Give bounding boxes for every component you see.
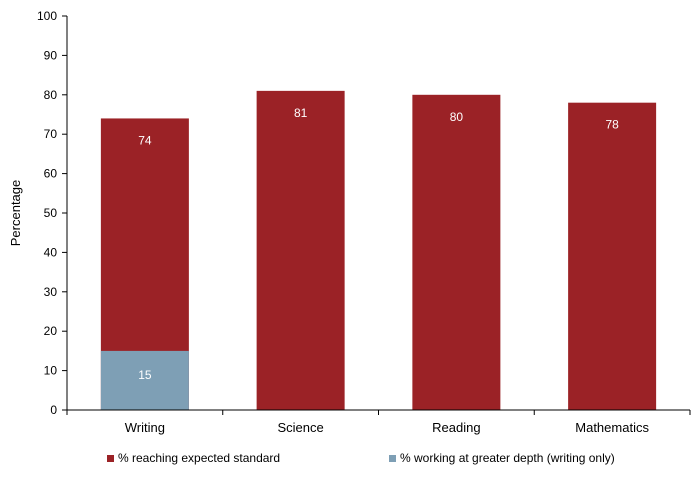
- bar-reading-expected: [412, 94, 501, 411]
- y-axis-title: Percentage: [8, 180, 23, 247]
- legend-label: % working at greater depth (writing only…: [400, 451, 615, 465]
- data-labels: 74 15 81 80 78: [138, 106, 619, 382]
- data-label: 78: [605, 118, 619, 132]
- legend-swatch: [107, 455, 114, 462]
- y-tick-label: 70: [44, 127, 58, 141]
- x-axis-labels: Writing Science Reading Mathematics: [66, 410, 691, 435]
- y-axis-ticks: 0 10 20 30 40 50 60 70 80 90 100: [37, 9, 67, 417]
- y-tick-label: 20: [44, 324, 58, 338]
- y-tick-label: 30: [44, 285, 58, 299]
- y-tick-label: 10: [44, 364, 58, 378]
- bar-science-expected: [256, 90, 345, 411]
- y-tick-label: 50: [44, 206, 58, 220]
- x-tick-label: Writing: [125, 420, 165, 435]
- data-label: 74: [138, 133, 152, 147]
- y-tick-label: 100: [37, 9, 57, 23]
- y-tick-label: 60: [44, 167, 58, 181]
- legend-swatch: [389, 455, 396, 462]
- y-tick-label: 0: [50, 403, 57, 417]
- bar-mathematics-expected: [568, 102, 657, 411]
- x-tick-label: Mathematics: [575, 420, 649, 435]
- y-tick-label: 90: [44, 48, 58, 62]
- bar-writing-greater-depth: [100, 350, 189, 410]
- data-label: 15: [138, 368, 152, 382]
- y-tick-label: 40: [44, 245, 58, 259]
- bars: [100, 90, 657, 411]
- x-tick-label: Science: [278, 420, 324, 435]
- y-tick-label: 80: [44, 88, 58, 102]
- data-label: 80: [450, 110, 464, 124]
- data-label: 81: [294, 106, 308, 120]
- x-tick-label: Reading: [432, 420, 480, 435]
- legend-label: % reaching expected standard: [118, 451, 280, 465]
- legend: % reaching expected standard % working at…: [107, 451, 615, 465]
